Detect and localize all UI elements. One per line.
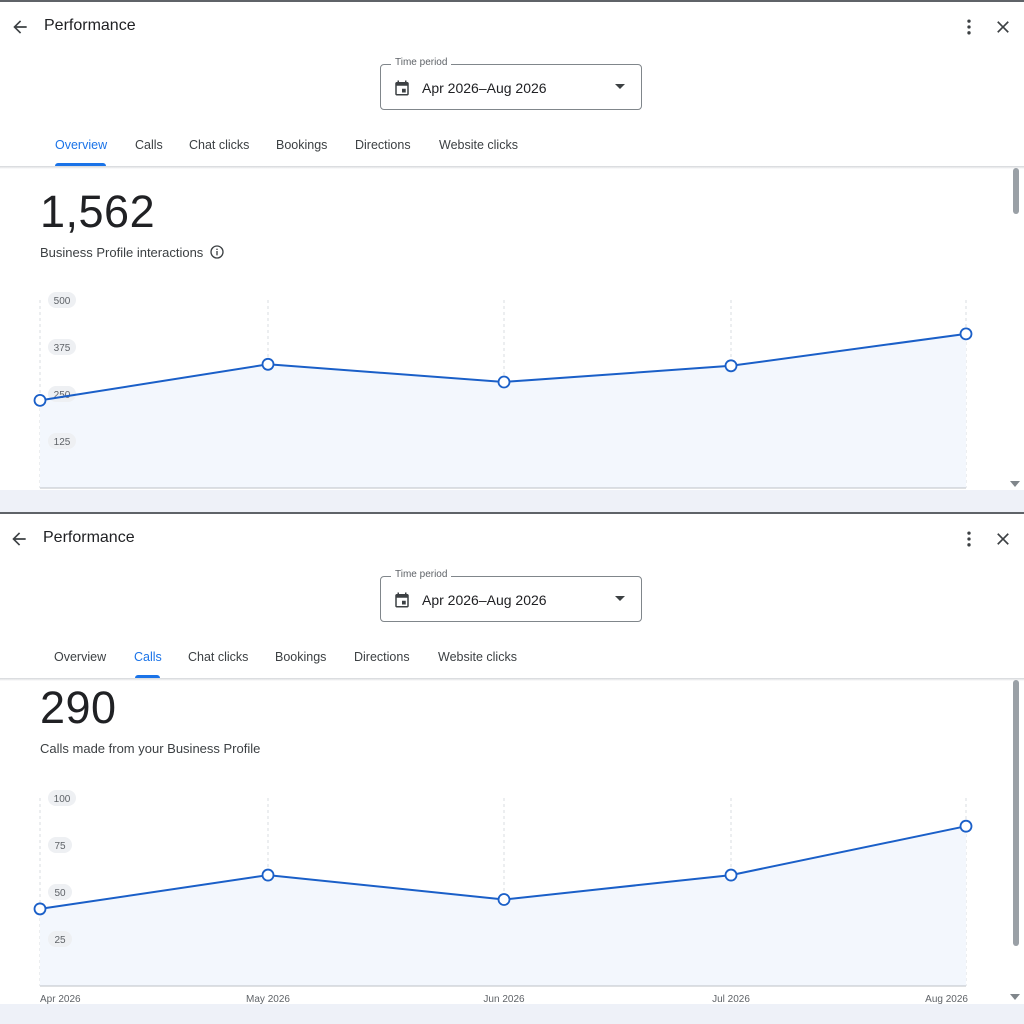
- x-tick-label: Apr 2026: [40, 994, 81, 1004]
- more-vert-icon[interactable]: [955, 13, 983, 41]
- y-tick-pill: [48, 884, 72, 900]
- y-tick-pill: [48, 790, 76, 806]
- scrollbar-thumb[interactable]: [1013, 168, 1019, 214]
- tab-directions[interactable]: Directions: [355, 138, 411, 152]
- tab-directions[interactable]: Directions: [354, 650, 410, 664]
- data-point: [261, 357, 275, 371]
- scrollbar-thumb[interactable]: [1013, 680, 1019, 946]
- tab-bar: Overview Calls Chat clicks Bookings Dire…: [0, 128, 1024, 166]
- data-point: [33, 393, 47, 407]
- tab-website-clicks[interactable]: Website clicks: [438, 650, 517, 664]
- active-tab-indicator: [135, 675, 160, 678]
- interactions-chart: 500 375 250 125: [33, 292, 973, 489]
- x-tick-label: Aug 2026: [925, 994, 968, 1004]
- calendar-icon: [393, 591, 411, 614]
- tab-bookings[interactable]: Bookings: [275, 650, 327, 664]
- y-tick-pill: [48, 433, 76, 449]
- page-title: Performance: [44, 17, 136, 34]
- scroll-down-arrow-icon[interactable]: [1010, 994, 1020, 1000]
- tab-calls[interactable]: Calls: [135, 138, 163, 152]
- y-tick-label: 25: [54, 935, 66, 946]
- data-point: [724, 359, 738, 373]
- data-point: [261, 868, 275, 882]
- tab-bookings[interactable]: Bookings: [276, 138, 328, 152]
- x-tick-label: Jun 2026: [483, 994, 525, 1004]
- performance-panel-calls: Performance Time period Apr 2026–Aug 202…: [0, 512, 1024, 1004]
- data-point: [497, 375, 511, 389]
- area-fill: [40, 333, 966, 488]
- time-period-select[interactable]: Time period Apr 2026–Aug 2026: [380, 569, 642, 622]
- tab-bar: Overview Calls Chat clicks Bookings Dire…: [0, 640, 1024, 678]
- y-tick-pill: [48, 292, 76, 308]
- tab-overview[interactable]: Overview: [55, 138, 108, 152]
- area-fill: [40, 826, 966, 986]
- data-point: [724, 868, 738, 882]
- dropdown-arrow-icon: [615, 596, 625, 601]
- data-point: [959, 327, 973, 341]
- top-bar: Performance: [0, 514, 1024, 564]
- calls-chart: 100 75 50 25 Apr 2026 May 2026 Jun 2026 Jul 202…: [33, 790, 973, 1004]
- data-point: [497, 893, 511, 906]
- y-tick-label: 50: [54, 888, 66, 899]
- tab-website-clicks[interactable]: Website clicks: [439, 138, 518, 152]
- y-tick-pill: [48, 339, 76, 355]
- tab-calls[interactable]: Calls: [134, 650, 162, 664]
- close-icon[interactable]: [989, 13, 1017, 41]
- y-tick-pill: [48, 931, 72, 947]
- y-tick-label: 100: [54, 794, 71, 805]
- metric-description-text: Business Profile interactions: [40, 244, 204, 260]
- tabs-divider: [0, 166, 1024, 169]
- time-period-select[interactable]: Time period Apr 2026–Aug 2026: [380, 57, 642, 110]
- performance-panel-overview: Performance Time period Apr 2026–Aug 202…: [0, 0, 1024, 490]
- tabs-divider: [0, 678, 1024, 681]
- back-arrow-icon[interactable]: [6, 13, 34, 41]
- time-period-label: Time period: [391, 569, 452, 580]
- x-tick-label: May 2026: [246, 994, 290, 1004]
- time-period-value: Apr 2026–Aug 2026: [422, 592, 547, 608]
- top-bar: Performance: [0, 2, 1024, 52]
- metric-description: Calls made from your Business Profile: [40, 741, 260, 756]
- active-tab-indicator: [55, 163, 106, 166]
- total-interactions-value: 1,562: [40, 186, 156, 237]
- y-tick-label: 250: [54, 390, 71, 401]
- close-icon[interactable]: [989, 525, 1017, 553]
- data-point: [33, 902, 47, 916]
- more-vert-icon[interactable]: [955, 525, 983, 553]
- page-title: Performance: [43, 529, 135, 546]
- x-tick-label: Jul 2026: [712, 994, 750, 1004]
- scroll-down-arrow-icon[interactable]: [1010, 481, 1020, 487]
- metric-description-text: Calls made from your Business Profile: [40, 741, 261, 756]
- total-calls-value: 290: [40, 682, 117, 733]
- y-tick-label: 375: [54, 343, 71, 354]
- calendar-icon: [393, 79, 411, 102]
- dropdown-arrow-icon: [615, 84, 625, 89]
- tab-overview[interactable]: Overview: [54, 650, 107, 664]
- tab-chat-clicks[interactable]: Chat clicks: [188, 650, 249, 664]
- info-icon[interactable]: [209, 244, 225, 260]
- y-tick-label: 125: [54, 437, 71, 448]
- back-arrow-icon[interactable]: [5, 525, 33, 553]
- y-tick-label: 500: [54, 296, 71, 307]
- time-period-value: Apr 2026–Aug 2026: [422, 80, 547, 96]
- metric-description: Business Profile interactions: [40, 244, 225, 260]
- data-point: [959, 819, 973, 833]
- tab-chat-clicks[interactable]: Chat clicks: [189, 138, 250, 152]
- time-period-label: Time period: [391, 57, 452, 68]
- y-tick-label: 75: [54, 841, 66, 852]
- y-tick-pill: [48, 837, 72, 853]
